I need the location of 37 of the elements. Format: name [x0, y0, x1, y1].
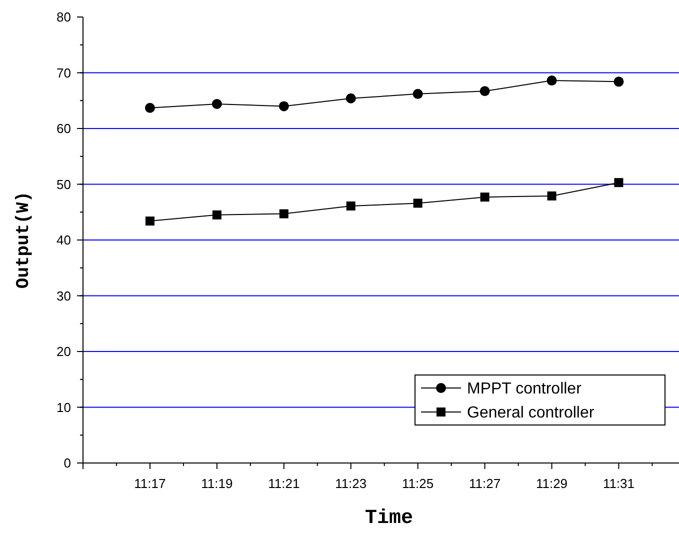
point: [279, 209, 288, 218]
y-tick-label: 30: [56, 288, 71, 304]
x-tick-label: 11:29: [536, 476, 568, 491]
point: [546, 76, 557, 86]
legend-label: MPPT controller: [467, 380, 582, 398]
point: [480, 192, 490, 202]
point: [547, 191, 556, 200]
point: [614, 76, 624, 87]
y-tick-label: 70: [56, 65, 71, 80]
point: [346, 201, 356, 210]
x-tick-label: 11:23: [335, 476, 367, 491]
point: [412, 88, 423, 99]
x-tick-label: 11:19: [201, 476, 233, 491]
point: [480, 86, 490, 96]
legend-label: General controller: [467, 404, 595, 422]
point: [346, 93, 356, 104]
y-tick-label: 40: [56, 232, 71, 248]
y-tick-label: 10: [56, 400, 71, 415]
x-tick-label: 11:25: [402, 476, 434, 491]
y-tick-label: 20: [56, 344, 71, 360]
y-axis-title: Output(W): [14, 191, 34, 289]
point: [413, 198, 422, 208]
x-tick-label: 11:31: [602, 476, 635, 491]
x-tick-label: 11:21: [268, 476, 300, 491]
x-tick-label: 11:27: [469, 476, 501, 491]
y-tick-label: 60: [56, 121, 71, 136]
point: [144, 102, 155, 113]
y-tick-label: 0: [64, 456, 71, 471]
point: [212, 98, 222, 109]
x-axis-title: Time: [364, 507, 414, 530]
point: [614, 178, 624, 188]
x-tick-label: 11:17: [134, 476, 166, 491]
y-tick-label: 80: [56, 10, 71, 25]
y-tick-label: 50: [56, 176, 71, 192]
point: [212, 210, 222, 220]
point: [278, 101, 289, 112]
point: [145, 216, 154, 226]
